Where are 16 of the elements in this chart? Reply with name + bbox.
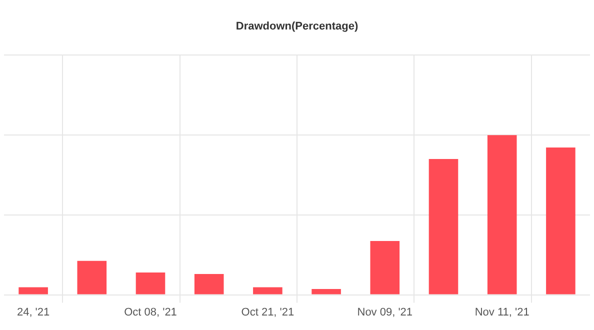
bar xyxy=(136,272,166,294)
bar xyxy=(253,287,282,294)
x-tick-label: Nov 11, '21 xyxy=(474,306,530,318)
bar xyxy=(77,260,107,294)
bar xyxy=(312,289,341,294)
x-tick-label: Oct 21, '21 xyxy=(241,306,294,318)
x-tick-label: Oct 08, '21 xyxy=(124,306,177,318)
bar xyxy=(487,135,517,294)
x-tick-label: 24, '21 xyxy=(16,306,50,318)
bar xyxy=(194,274,224,294)
bar xyxy=(18,287,48,294)
chart-title: Drawdown(Percentage) xyxy=(236,20,358,33)
bar xyxy=(546,148,576,294)
bar xyxy=(370,240,400,294)
bar xyxy=(428,159,458,294)
x-tick-label: Nov 09, '21 xyxy=(357,306,413,318)
